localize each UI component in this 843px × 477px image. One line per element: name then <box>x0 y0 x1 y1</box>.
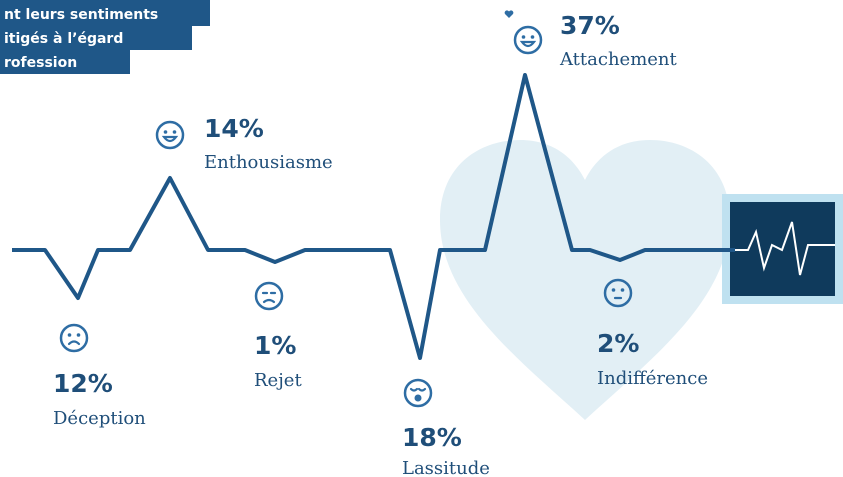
sad-icon <box>61 325 87 351</box>
love-icon <box>515 27 541 53</box>
label: Rejet <box>254 370 302 391</box>
page: {"header": {"lines": ["nt leurs sentimen… <box>0 0 843 477</box>
label: Déception <box>53 408 146 429</box>
header-line: itigés à l’égard <box>4 31 123 47</box>
percent: 37% <box>560 11 620 40</box>
percent: 2% <box>597 329 639 358</box>
reject-icon <box>256 283 282 309</box>
label: Indifférence <box>597 368 708 389</box>
infographic: nt leurs sentiments itigés à l’égard rof… <box>0 0 843 477</box>
percent: 14% <box>204 114 264 143</box>
header-line: rofession <box>4 55 77 71</box>
label: Enthousiasme <box>204 152 333 173</box>
header-line: nt leurs sentiments <box>4 7 158 23</box>
label: Attachement <box>559 49 678 70</box>
percent: 18% <box>402 423 462 452</box>
happy-icon <box>157 122 183 148</box>
heart-icon <box>505 10 514 18</box>
tired-icon <box>405 380 431 406</box>
percent: 1% <box>254 331 296 360</box>
percent: 12% <box>53 369 113 398</box>
label: Lassitude <box>402 458 490 477</box>
